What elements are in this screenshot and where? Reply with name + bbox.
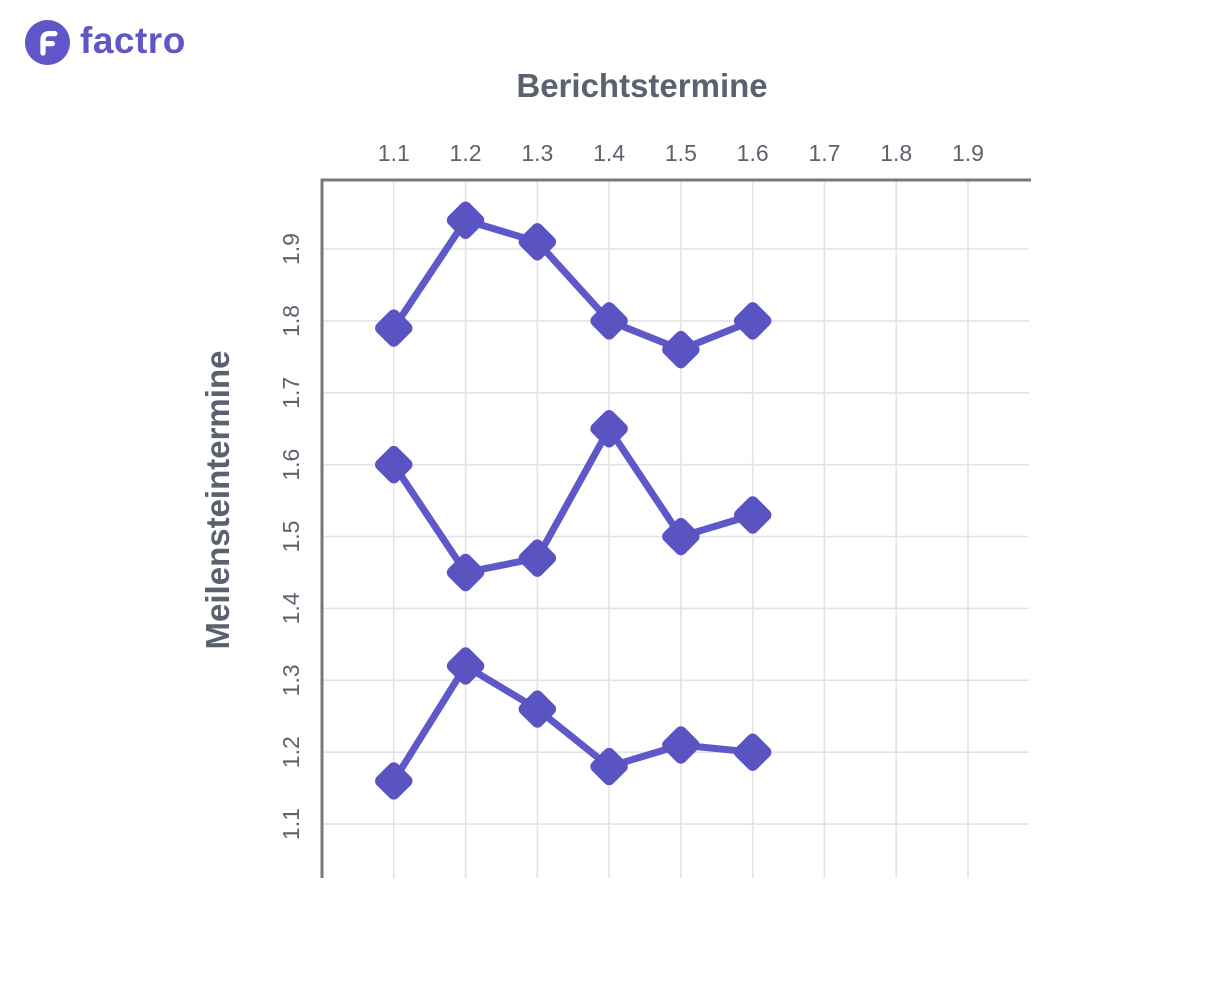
data-point-marker — [446, 201, 485, 239]
y-tick-label: 1.2 — [278, 736, 304, 768]
data-point-marker — [375, 762, 413, 800]
data-point-marker — [375, 309, 413, 347]
factro-logo[interactable]: factro — [25, 20, 186, 65]
x-tick-label: 1.9 — [952, 140, 984, 166]
series-line-3 — [390, 662, 757, 785]
f-glyph-icon — [39, 30, 57, 56]
data-point-marker — [518, 223, 557, 261]
logo-wordmark: factro — [80, 20, 186, 61]
data-point-marker — [518, 690, 557, 728]
data-point-marker — [662, 517, 700, 556]
x-tick-label: 1.4 — [593, 140, 625, 166]
y-tick-label: 1.7 — [278, 377, 304, 409]
data-point-marker — [590, 747, 628, 786]
data-point-marker — [733, 733, 772, 771]
x-tick-label: 1.1 — [378, 140, 410, 166]
y-tick-label: 1.8 — [278, 305, 304, 337]
x-tick-label: 1.7 — [808, 140, 840, 166]
x-tick-label: 1.2 — [450, 140, 482, 166]
x-tick-label: 1.6 — [737, 140, 769, 166]
series-line-2 — [390, 425, 757, 576]
data-point-marker — [662, 330, 700, 369]
y-tick-label: 1.3 — [278, 664, 304, 696]
data-point-marker — [446, 647, 485, 685]
chart-title: Berichtstermine — [516, 67, 768, 104]
y-tick-label: 1.6 — [278, 449, 304, 481]
y-tick-label: 1.9 — [278, 233, 304, 265]
y-tick-label: 1.5 — [278, 521, 304, 553]
y-tick-label: 1.1 — [278, 808, 304, 840]
data-point-marker — [733, 496, 772, 534]
data-point-marker — [662, 726, 700, 764]
y-tick-label: 1.4 — [278, 592, 304, 624]
data-point-marker — [590, 409, 628, 448]
data-point-marker — [375, 445, 413, 484]
factro-logo-icon — [25, 20, 70, 65]
data-point-marker — [446, 553, 485, 592]
data-point-marker — [518, 539, 557, 577]
series-line-1 — [390, 216, 757, 354]
x-tick-label: 1.5 — [665, 140, 697, 166]
x-tick-label: 1.3 — [521, 140, 553, 166]
data-point-marker — [733, 302, 772, 340]
x-tick-label: 1.8 — [880, 140, 912, 166]
data-point-marker — [590, 302, 628, 340]
